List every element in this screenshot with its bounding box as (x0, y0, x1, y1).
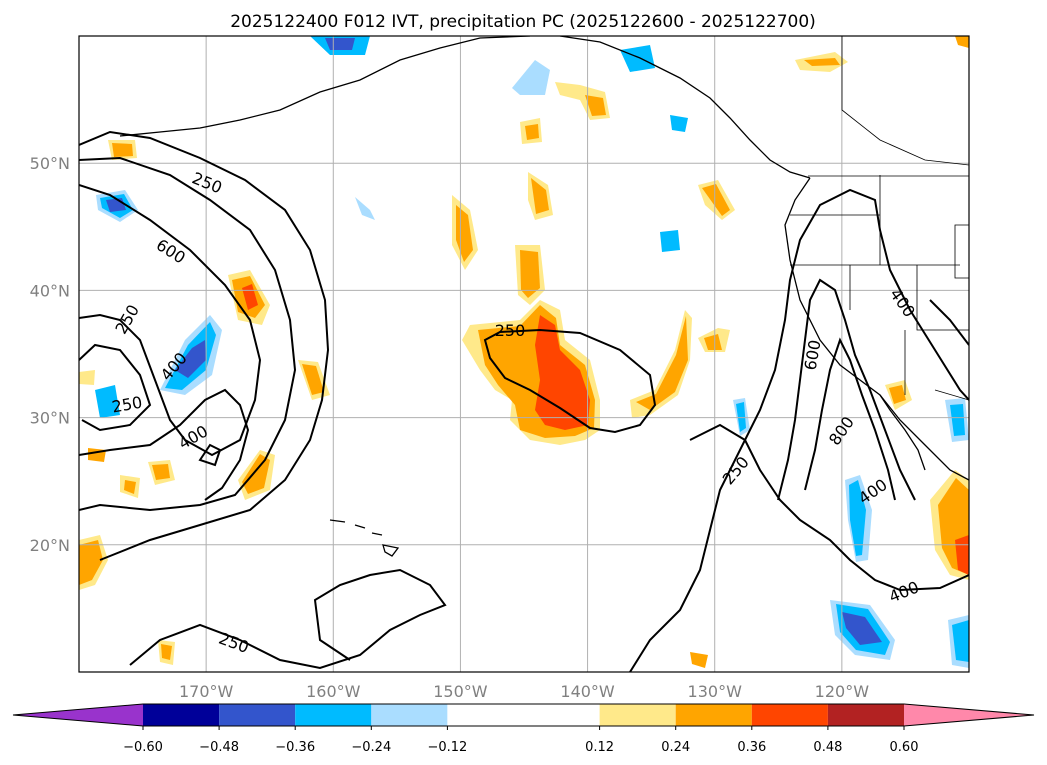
precip-negative-region (355, 197, 375, 220)
state-borders (790, 175, 969, 401)
colorbar-segment (371, 704, 448, 726)
ivt-contour-400-mid (79, 388, 250, 501)
precip-positive-region (152, 464, 170, 480)
precip-positive-region (161, 644, 172, 660)
colorbar-tick-label: 0.60 (890, 740, 919, 755)
precip-negative-region (670, 115, 688, 132)
ivt-contour-250-west (79, 130, 330, 561)
precip-positive-region (242, 454, 270, 494)
ivt-contour-600-east (777, 278, 916, 501)
ivt-contour-inner-west (79, 343, 152, 432)
map-gridlines (79, 36, 969, 672)
colorbar-tick-label: −0.48 (199, 740, 239, 755)
colorbar-tick-label: −0.60 (123, 740, 163, 755)
lon-tick-label: 130°W (688, 682, 743, 701)
borders (790, 36, 969, 401)
coastlines (119, 36, 969, 557)
colorbar-segment (675, 704, 752, 726)
contour-label: 250 (495, 321, 526, 340)
precip-negative-region (950, 404, 965, 436)
colorbar-tick-label: −0.24 (351, 740, 391, 755)
precip-positive-region (585, 95, 606, 116)
lat-tick-label: 20°N (30, 536, 70, 555)
colorbar-tick-label: 0.36 (737, 740, 766, 755)
ivt-contours (79, 130, 969, 672)
precip-negative-region (620, 45, 655, 72)
gulf-of-alaska-coast (559, 36, 811, 179)
precip-positive-region (124, 480, 136, 494)
precip-positive-region (955, 36, 969, 48)
colorbar-tick-label: 0.48 (813, 740, 842, 755)
precip-negative-region (849, 480, 866, 556)
lon-tick-label: 160°W (306, 682, 361, 701)
colorbar: −0.60 −0.48 −0.36 −0.24 −0.12 0.12 0.24 0.36 0.4… (12, 703, 1035, 755)
baja-california (879, 394, 926, 471)
precip-positive-region (636, 316, 688, 410)
lat-tick-label: 30°N (30, 409, 70, 428)
precip-positive-region (531, 178, 549, 214)
ivt-contour-400-east (689, 423, 969, 592)
precip-shading (79, 36, 969, 668)
lon-tick-label: 150°W (433, 682, 488, 701)
canada-interior-border (841, 36, 969, 166)
ivt-contour-800-east (804, 337, 896, 501)
precip-positive-region (520, 250, 540, 298)
precip-positive-region (702, 184, 730, 216)
ivt-contour-250-east (629, 188, 969, 672)
lat-tick-label: 40°N (30, 281, 70, 300)
colorbar-segment (447, 704, 600, 726)
colorbar-segment (751, 704, 828, 726)
map-area: 250 600 250 400 250 400 250 250 600 400 … (78, 35, 970, 673)
lat-tick-label: 50°N (30, 154, 70, 173)
colorbar-tick-label: 0.12 (585, 740, 614, 755)
colorbar-tick-label: −0.12 (427, 740, 467, 755)
precip-positive-region (889, 385, 906, 404)
precip-positive-region (630, 310, 692, 418)
ivt-contour-inner-east (929, 299, 969, 346)
lon-tick-label: 120°W (815, 682, 870, 701)
precip-negative-region (512, 60, 550, 95)
colorbar-extend-min (13, 704, 143, 726)
precip-negative-region (842, 612, 882, 645)
ivt-contour-250-south (129, 568, 447, 670)
colorbar-segment (599, 704, 676, 726)
precip-positive-region (804, 58, 840, 66)
precip-positive-region (112, 143, 133, 157)
precip-negative-region (175, 340, 206, 378)
precip-positive-region (79, 540, 103, 585)
precip-negative-region (736, 402, 746, 432)
chart-title: 2025122400 F012 IVT, precipitation PC (2… (230, 12, 816, 32)
precip-positive-region (79, 370, 95, 385)
precip-positive-region (525, 124, 539, 140)
precip-positive-region (302, 364, 324, 395)
colorbar-segment (295, 704, 372, 726)
lon-tick-label: 170°W (179, 682, 234, 701)
precip-positive-region (690, 652, 708, 668)
map-frame (78, 35, 970, 673)
precip-negative-region (952, 620, 969, 662)
longitude-tick-labels: 170°W 160°W 150°W 140°W 130°W 120°W (179, 682, 869, 701)
ivt-contour-250-central (483, 328, 657, 434)
ivt-contour-400-west (79, 156, 297, 512)
colorbar-segment (219, 704, 296, 726)
alaska-coast (119, 36, 531, 137)
precip-negative-region (325, 38, 355, 50)
north-america-west-coast (784, 177, 969, 481)
colorbar-tick-label: 0.24 (661, 740, 690, 755)
colorbar-extend-max (904, 704, 1034, 726)
latitude-tick-labels: 20°N 30°N 40°N 50°N (30, 154, 70, 555)
colorbar-segment (143, 704, 220, 726)
precip-negative-region (660, 230, 680, 252)
hawaii-islands (329, 519, 400, 557)
precip-positive-region (704, 334, 722, 350)
lon-tick-label: 140°W (560, 682, 615, 701)
precip-negative-region (95, 385, 120, 418)
colorbar-tick-label: −0.36 (275, 740, 315, 755)
colorbar-segment (827, 704, 904, 726)
ivt-contour-600-west (79, 184, 262, 457)
ivt-contour-small-west (198, 443, 222, 467)
